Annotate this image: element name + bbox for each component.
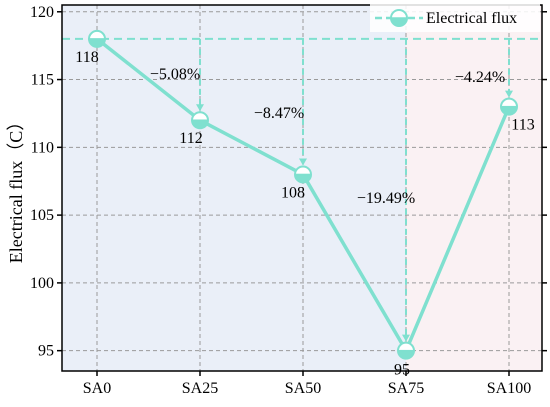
data-label: 118 — [75, 49, 98, 66]
marker-half — [391, 18, 407, 26]
change-label: −4.24% — [455, 69, 505, 86]
legend-label: Electrical flux — [426, 10, 517, 27]
marker-half — [501, 106, 517, 115]
y-tick-label: 120 — [30, 4, 54, 21]
drop-arrow — [505, 90, 513, 98]
data-point — [500, 97, 518, 116]
data-point — [294, 165, 312, 184]
y-tick-label: 95 — [38, 343, 54, 360]
x-tick-label: SA0 — [83, 380, 111, 397]
y-tick-label: 105 — [30, 207, 54, 224]
data-point — [88, 29, 106, 48]
legend-marker — [390, 9, 408, 27]
x-tick-label: SA75 — [388, 380, 424, 397]
legend: Electrical flux — [370, 4, 540, 32]
data-label: 112 — [179, 130, 202, 147]
y-axis-title: Electrical flux（C） — [6, 113, 26, 263]
drop-arrow — [402, 334, 410, 342]
data-label: 108 — [281, 184, 305, 201]
data-point — [397, 341, 415, 360]
plot-background-left — [62, 5, 406, 371]
y-tick-label: 100 — [30, 275, 54, 292]
x-tick-label: SA100 — [487, 380, 531, 397]
x-tick-label: SA25 — [182, 380, 218, 397]
x-tick-label: SA50 — [285, 380, 321, 397]
marker-half — [192, 120, 208, 129]
drop-arrow — [196, 104, 204, 112]
y-tick-label: 115 — [31, 72, 54, 89]
change-label: −5.08% — [150, 66, 200, 83]
data-point — [191, 111, 209, 130]
change-label: −19.49% — [357, 190, 415, 207]
marker-half — [398, 350, 414, 359]
drop-arrow — [299, 158, 307, 166]
marker-half — [295, 174, 311, 183]
data-label: 95 — [394, 362, 410, 379]
data-label: 113 — [511, 117, 534, 134]
plot-frame — [61, 4, 543, 372]
y-tick-label: 110 — [31, 139, 54, 156]
marker-half — [89, 38, 105, 47]
change-label: −8.47% — [254, 105, 304, 122]
